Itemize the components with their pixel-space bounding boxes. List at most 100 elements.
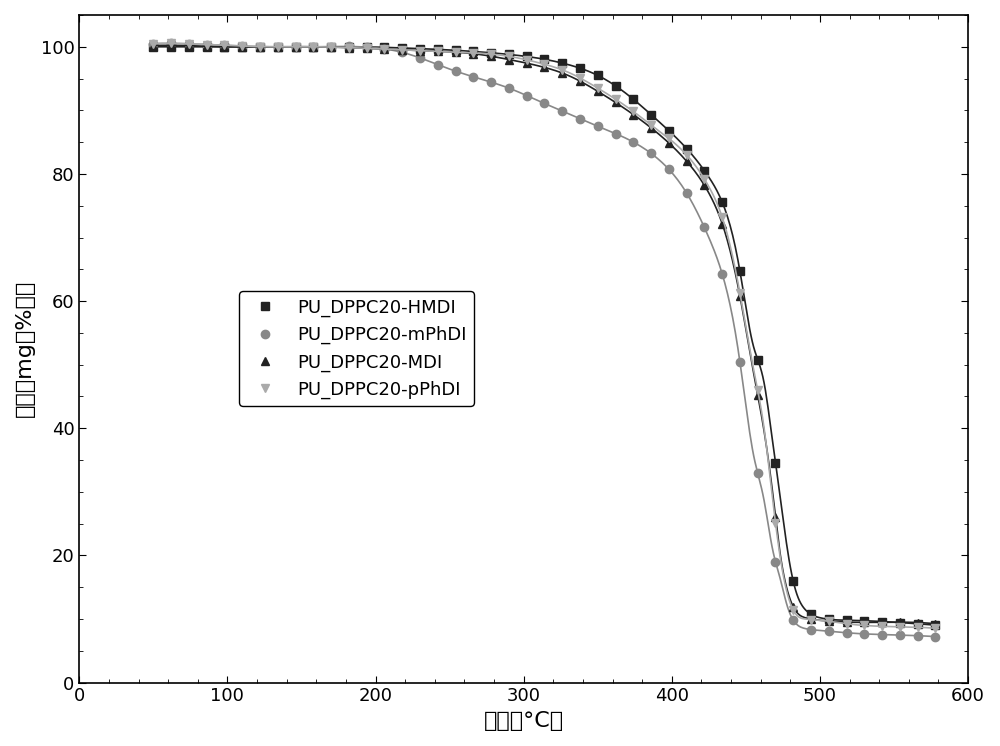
PU_DPPC20-pPhDI — [290, 43, 302, 51]
PU_DPPC20-mPhDI — [556, 107, 568, 116]
PU_DPPC20-pPhDI — [912, 623, 924, 632]
PU_DPPC20-HMDI — [361, 43, 373, 51]
PU_DPPC20-mPhDI — [716, 269, 728, 278]
PU_DPPC20-pPhDI — [183, 40, 195, 48]
PU_DPPC20-HMDI — [894, 618, 906, 627]
PU_DPPC20-HMDI — [254, 43, 266, 51]
PU_DPPC20-pPhDI — [538, 60, 550, 69]
PU_DPPC20-pPhDI — [325, 43, 337, 51]
PU_DPPC20-pPhDI — [894, 622, 906, 631]
PU_DPPC20-mPhDI — [823, 627, 835, 636]
PU_DPPC20-pPhDI — [236, 42, 248, 51]
PU_DPPC20-mPhDI — [201, 40, 213, 49]
PU_DPPC20-MDI — [929, 619, 941, 628]
PU_DPPC20-MDI — [343, 43, 355, 52]
PU_DPPC20-HMDI — [769, 458, 781, 467]
PU_DPPC20-mPhDI — [592, 122, 604, 131]
PU_DPPC20-HMDI — [698, 166, 710, 175]
PU_DPPC20-HMDI — [645, 110, 657, 119]
PU_DPPC20-HMDI — [556, 59, 568, 68]
PU_DPPC20-HMDI — [929, 621, 941, 630]
PU_DPPC20-pPhDI — [876, 622, 888, 631]
PU_DPPC20-pPhDI — [663, 134, 675, 143]
PU_DPPC20-MDI — [396, 46, 408, 54]
PU_DPPC20-MDI — [521, 59, 533, 68]
PU_DPPC20-HMDI — [734, 267, 746, 276]
PU_DPPC20-mPhDI — [734, 357, 746, 366]
PU_DPPC20-HMDI — [450, 46, 462, 54]
PU_DPPC20-pPhDI — [929, 624, 941, 633]
PU_DPPC20-MDI — [218, 43, 230, 51]
PU_DPPC20-HMDI — [467, 47, 479, 56]
PU_DPPC20-pPhDI — [485, 49, 497, 58]
PU_DPPC20-pPhDI — [556, 66, 568, 75]
PU_DPPC20-MDI — [290, 43, 302, 51]
PU_DPPC20-pPhDI — [645, 120, 657, 129]
PU_DPPC20-HMDI — [841, 615, 853, 624]
PU_DPPC20-HMDI — [378, 43, 390, 51]
PU_DPPC20-HMDI — [787, 577, 799, 586]
PU_DPPC20-HMDI — [503, 50, 515, 59]
PU_DPPC20-MDI — [183, 41, 195, 50]
PU_DPPC20-mPhDI — [538, 99, 550, 108]
PU_DPPC20-MDI — [592, 87, 604, 95]
PU_DPPC20-HMDI — [432, 45, 444, 54]
PU_DPPC20-MDI — [485, 51, 497, 60]
PU_DPPC20-mPhDI — [236, 42, 248, 51]
PU_DPPC20-MDI — [769, 513, 781, 521]
PU_DPPC20-mPhDI — [787, 615, 799, 624]
PU_DPPC20-HMDI — [343, 43, 355, 51]
PU_DPPC20-mPhDI — [450, 66, 462, 75]
PU_DPPC20-MDI — [325, 43, 337, 51]
PU_DPPC20-MDI — [538, 63, 550, 72]
PU_DPPC20-MDI — [361, 44, 373, 53]
PU_DPPC20-pPhDI — [147, 39, 159, 48]
PU_DPPC20-pPhDI — [823, 617, 835, 626]
PU_DPPC20-mPhDI — [858, 630, 870, 639]
PU_DPPC20-HMDI — [485, 48, 497, 57]
PU_DPPC20-mPhDI — [841, 628, 853, 637]
PU_DPPC20-MDI — [574, 77, 586, 86]
PU_DPPC20-MDI — [414, 46, 426, 55]
PU_DPPC20-pPhDI — [787, 606, 799, 615]
PU_DPPC20-MDI — [663, 139, 675, 148]
PU_DPPC20-HMDI — [752, 355, 764, 364]
PU_DPPC20-mPhDI — [805, 625, 817, 634]
PU_DPPC20-pPhDI — [592, 84, 604, 93]
PU_DPPC20-mPhDI — [663, 165, 675, 174]
PU_DPPC20-HMDI — [805, 610, 817, 619]
PU_DPPC20-pPhDI — [450, 48, 462, 57]
PU_DPPC20-HMDI — [538, 54, 550, 63]
PU_DPPC20-pPhDI — [805, 615, 817, 624]
PU_DPPC20-mPhDI — [290, 43, 302, 51]
PU_DPPC20-HMDI — [396, 43, 408, 52]
PU_DPPC20-pPhDI — [218, 41, 230, 50]
PU_DPPC20-MDI — [876, 618, 888, 627]
PU_DPPC20-HMDI — [627, 95, 639, 104]
PU_DPPC20-pPhDI — [681, 151, 693, 160]
PU_DPPC20-pPhDI — [165, 39, 177, 48]
PU_DPPC20-pPhDI — [307, 43, 319, 51]
PU_DPPC20-mPhDI — [165, 39, 177, 48]
PU_DPPC20-mPhDI — [769, 557, 781, 566]
PU_DPPC20-MDI — [823, 616, 835, 625]
PU_DPPC20-HMDI — [307, 43, 319, 51]
PU_DPPC20-MDI — [467, 49, 479, 58]
PU_DPPC20-MDI — [698, 181, 710, 189]
PU_DPPC20-mPhDI — [378, 45, 390, 54]
PU_DPPC20-HMDI — [858, 616, 870, 625]
PU_DPPC20-pPhDI — [716, 213, 728, 222]
PU_DPPC20-pPhDI — [698, 175, 710, 184]
PU_DPPC20-MDI — [236, 43, 248, 51]
PU_DPPC20-pPhDI — [396, 46, 408, 54]
PU_DPPC20-mPhDI — [521, 91, 533, 100]
PU_DPPC20-mPhDI — [645, 149, 657, 158]
PU_DPPC20-mPhDI — [272, 43, 284, 51]
PU_DPPC20-MDI — [627, 110, 639, 119]
PU_DPPC20-mPhDI — [396, 48, 408, 57]
PU_DPPC20-pPhDI — [378, 45, 390, 54]
PU_DPPC20-mPhDI — [610, 129, 622, 138]
PU_DPPC20-mPhDI — [432, 60, 444, 69]
PU_DPPC20-MDI — [681, 157, 693, 166]
PU_DPPC20-HMDI — [325, 43, 337, 51]
